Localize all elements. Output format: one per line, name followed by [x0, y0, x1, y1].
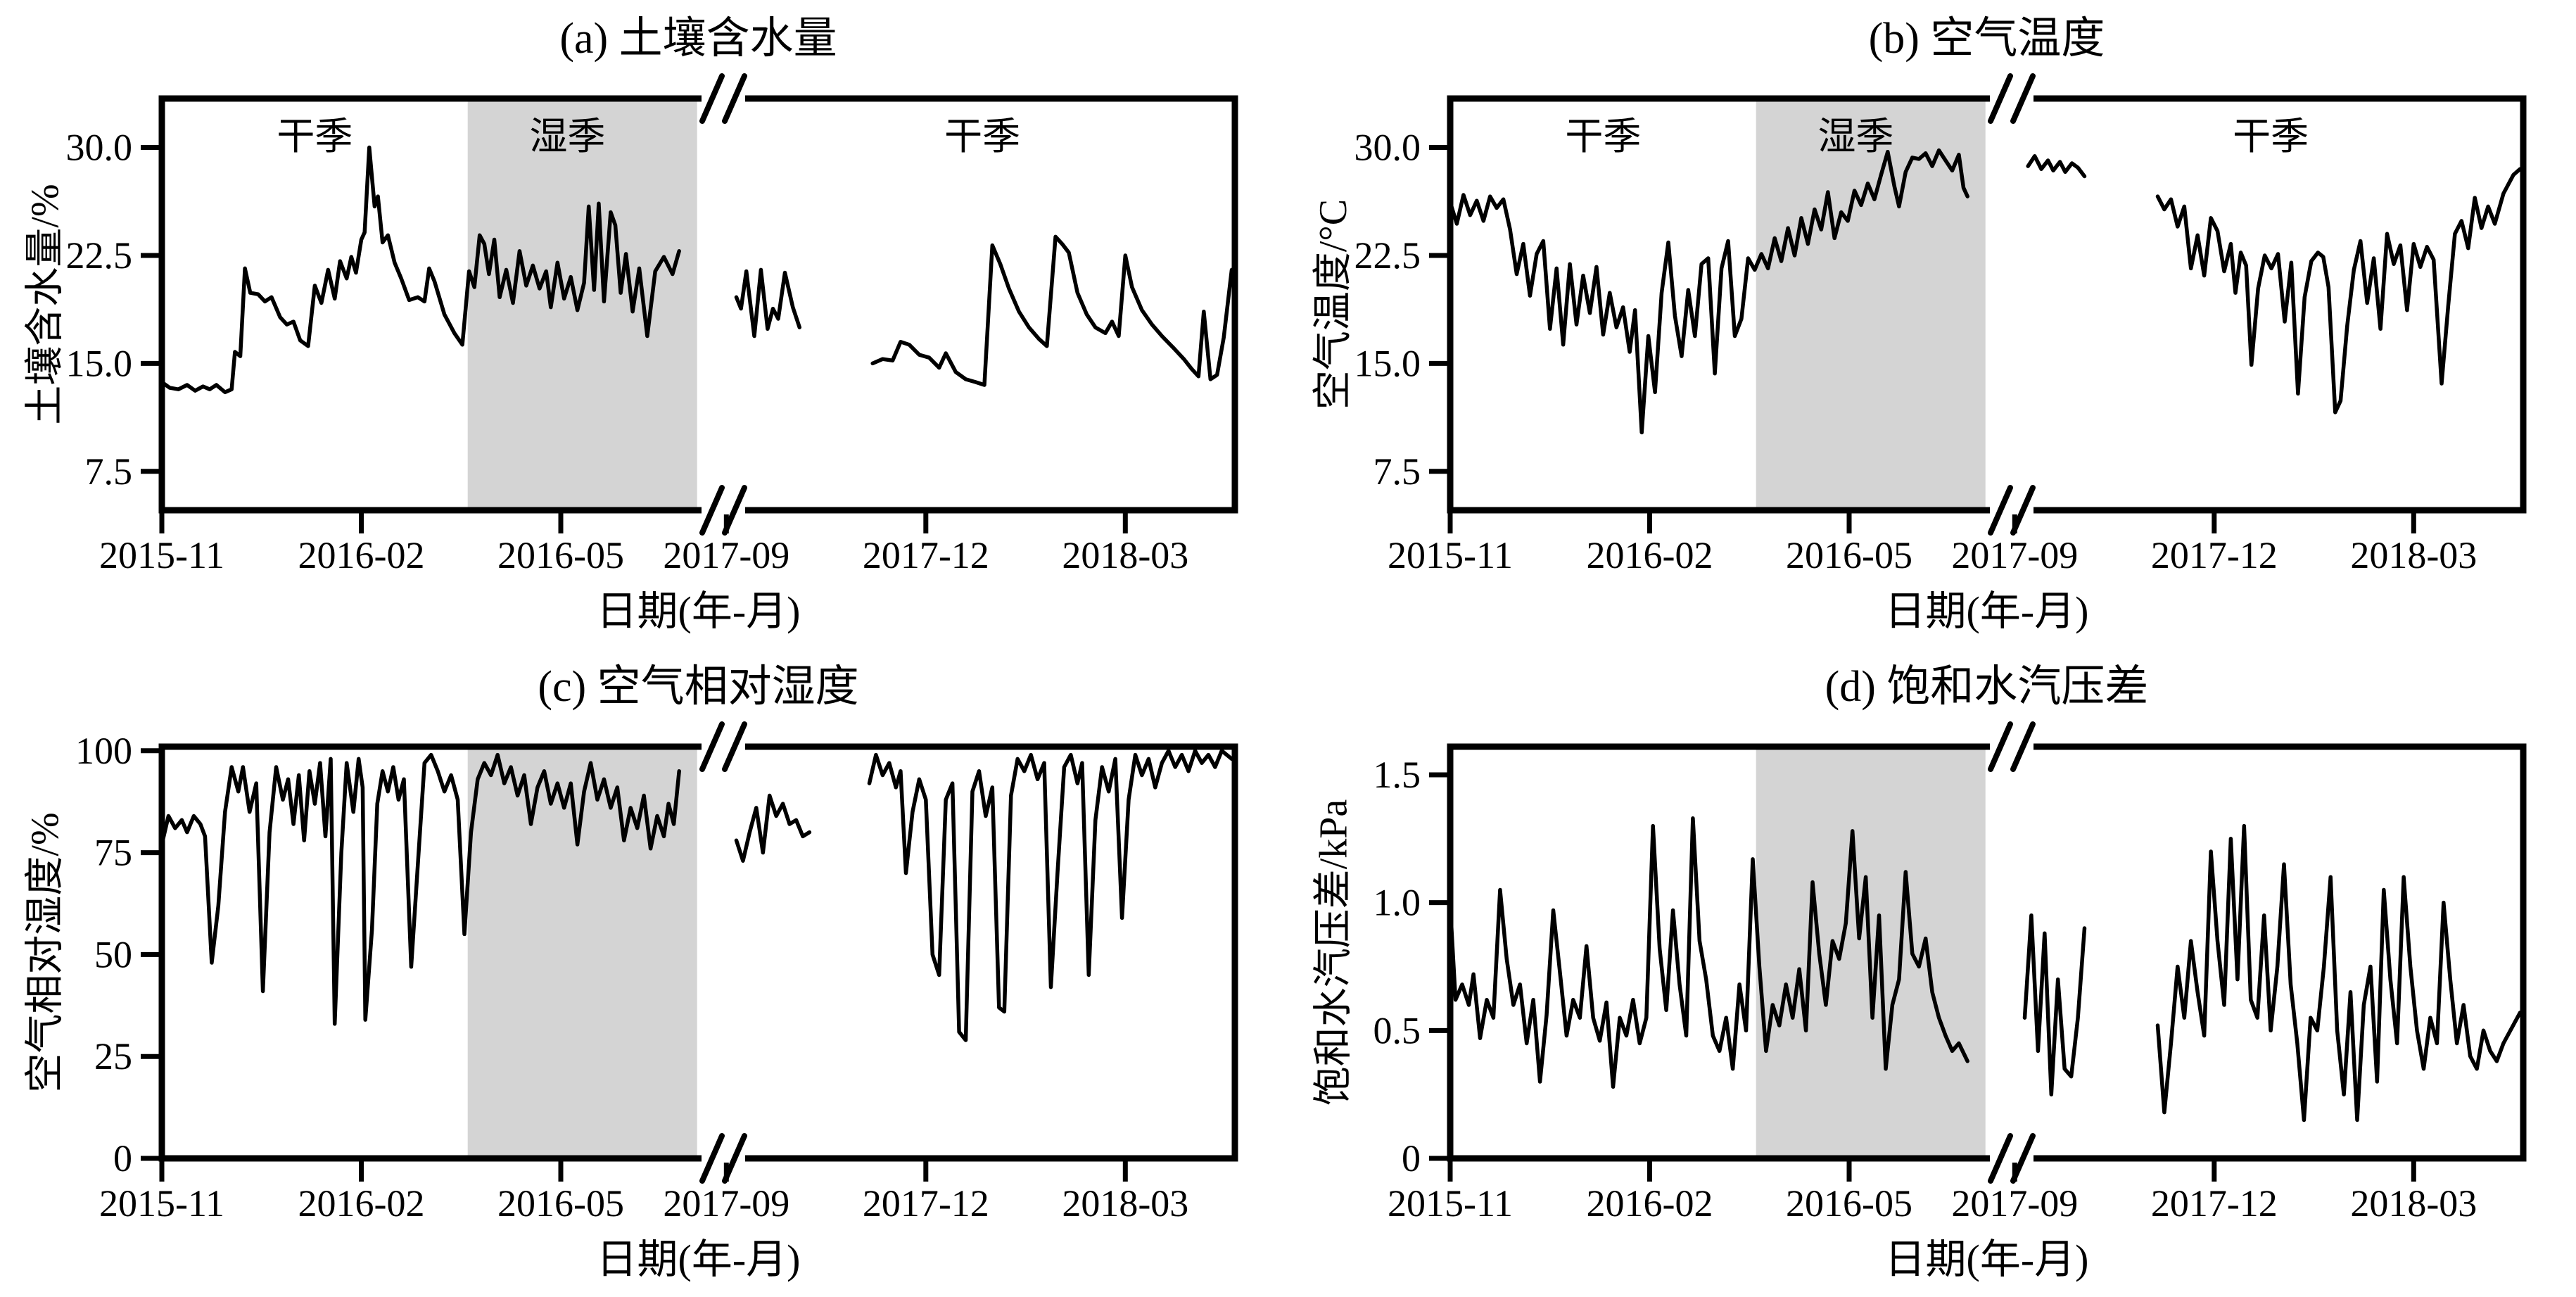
data-line: [2155, 167, 2523, 415]
x-tick-label: 2017-09: [1951, 534, 2078, 576]
y-tick-label: 15.0: [1354, 342, 1421, 384]
y-tick-label: 22.5: [1354, 234, 1421, 277]
x-tick-label: 2016-05: [1786, 1182, 1912, 1225]
y-tick-label: 15.0: [66, 342, 133, 384]
axis-break-slash: [2010, 721, 2036, 772]
x-tick-label: 2015-11: [1388, 1182, 1513, 1225]
panel-relative-humidity: (c) 空气相对湿度 空气相对湿度/% 2015-11 2016-02 2016-0…: [0, 648, 1288, 1296]
season-label: 湿季: [529, 115, 605, 158]
axis-break-slash: [2010, 1133, 2036, 1184]
axis-break-slash: [722, 485, 747, 536]
y-tick-label: 0: [1402, 1137, 1421, 1179]
axis-break-slash: [699, 73, 725, 124]
x-tick-label: 2017-09: [663, 1182, 789, 1225]
x-tick-label: 2017-12: [2151, 1182, 2278, 1225]
y-tick-label: 50: [94, 933, 132, 975]
x-tick-label: 2017-09: [1951, 1182, 2078, 1225]
season-label: 干季: [944, 115, 1020, 158]
plot-border: [1447, 95, 2527, 514]
y-tick-label: 30.0: [1354, 127, 1421, 169]
data-line: [1448, 148, 1969, 435]
panel-title: (d) 饱和水汽压差: [1825, 663, 2149, 711]
y-tick-label: 75: [94, 832, 132, 874]
plot-area-air-temperature: 2015-11 2016-02 2016-05 2017-09 2017-12 2018-…: [1354, 73, 2527, 576]
data-line: [160, 145, 681, 395]
axis-break-slash: [699, 485, 725, 536]
plot-area-vapor-pressure-deficit: 2015-11 2016-02 2016-05 2017-09 2017-12 2018-…: [1373, 721, 2527, 1225]
axis-break-slash: [1988, 1133, 2013, 1184]
x-tick-label: 2016-02: [1587, 534, 1713, 576]
x-tick-label: 2016-02: [1587, 1182, 1713, 1225]
y-tick-label: 0: [113, 1137, 132, 1179]
x-tick-label: 2016-05: [1786, 534, 1912, 576]
x-tick-label: 2015-11: [1388, 534, 1513, 576]
wet-season-band: [1756, 101, 1986, 507]
y-tick-label: 0.5: [1373, 1009, 1421, 1051]
data-line: [867, 749, 1234, 1042]
data-line: [2155, 823, 2523, 1122]
x-tick-label: 2017-09: [663, 534, 789, 576]
panel-title: (c) 空气相对湿度: [538, 663, 859, 711]
data-line: [2022, 913, 2087, 1096]
plot-border: [158, 95, 1238, 514]
data-line: [734, 793, 812, 863]
axis-break-slash: [1988, 485, 2013, 536]
plot-area-soil-water: 2015-11 2016-02 2016-05 2017-09 2017-12 2018-…: [66, 73, 1238, 576]
y-tick-label: 1.0: [1373, 882, 1421, 924]
x-axis-label: 日期(年-月): [1884, 1236, 2089, 1282]
axis-break-slash: [699, 721, 725, 772]
x-tick-label: 2017-12: [863, 1182, 989, 1225]
axis-break-slash: [2010, 73, 2036, 124]
season-label: 干季: [2233, 115, 2309, 158]
panel-title: (b) 空气温度: [1868, 15, 2105, 63]
y-tick-label: 22.5: [66, 234, 133, 277]
x-tick-label: 2018-03: [2350, 534, 2477, 576]
y-tick-label: 7.5: [85, 450, 133, 493]
axis-break-slash: [1988, 73, 2013, 124]
y-tick-label: 30.0: [66, 127, 133, 169]
data-line: [1448, 816, 1969, 1089]
y-tick-label: 1.5: [1373, 754, 1421, 796]
x-tick-label: 2017-12: [863, 534, 989, 576]
wet-season-band: [467, 101, 697, 507]
x-tick-label: 2015-11: [99, 534, 224, 576]
x-tick-label: 2018-03: [2350, 1182, 2477, 1225]
x-tick-label: 2018-03: [1062, 534, 1188, 576]
y-tick-label: 7.5: [1373, 450, 1421, 493]
x-tick-label: 2017-12: [2151, 534, 2278, 576]
data-line: [2026, 154, 2087, 179]
plot-border: [1447, 743, 2527, 1162]
axis-break-slash: [722, 1133, 747, 1184]
x-tick-label: 2018-03: [1062, 1182, 1188, 1225]
data-line: [160, 752, 681, 1026]
season-label: 干季: [1565, 115, 1641, 158]
x-axis-label: 日期(年-月): [1884, 588, 2089, 634]
y-tick-label: 100: [75, 730, 132, 772]
x-tick-label: 2016-02: [298, 1182, 425, 1225]
season-label: 干季: [277, 115, 353, 158]
x-tick-label: 2016-05: [497, 534, 624, 576]
axis-break-slash: [1988, 721, 2013, 772]
x-axis-label: 日期(年-月): [596, 588, 801, 634]
x-tick-label: 2015-11: [99, 1182, 224, 1225]
axis-break-slash: [699, 1133, 725, 1184]
x-tick-label: 2016-05: [497, 1182, 624, 1225]
panel-soil-water-content: (a) 土壤含水量 土壤含水量/% 2015-11 2016-02 2016-05 2…: [0, 0, 1288, 648]
data-line: [734, 267, 802, 339]
axis-break-slash: [2010, 485, 2036, 536]
axis-break-slash: [722, 73, 747, 124]
data-line: [870, 234, 1234, 387]
axis-break-slash: [722, 721, 747, 772]
y-tick-label: 25: [94, 1035, 132, 1077]
panel-vapor-pressure-deficit: (d) 饱和水汽压差 饱和水汽压差/kPa 2015-11 2016-02 2016…: [1288, 648, 2576, 1296]
panel-air-temperature: (b) 空气温度 空气温度/°C 2015-11 2016-02 2016-05 20…: [1288, 0, 2576, 648]
panel-title: (a) 土壤含水量: [559, 15, 837, 63]
x-axis-label: 日期(年-月): [596, 1236, 801, 1282]
plot-area-relative-humidity: 2015-11 2016-02 2016-05 2017-09 2017-12 2018-…: [75, 721, 1238, 1225]
season-label: 湿季: [1817, 115, 1893, 158]
x-tick-label: 2016-02: [298, 534, 425, 576]
